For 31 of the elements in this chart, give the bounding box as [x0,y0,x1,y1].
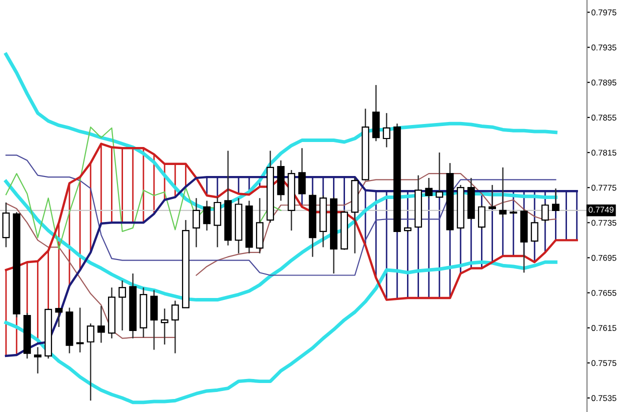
candlestick [160,308,168,346]
y-tick-label: 0.7695 [591,254,616,261]
candlestick [76,307,84,354]
candlestick [192,197,200,248]
candlestick [86,322,94,402]
y-tick-label: 0.7895 [591,80,616,86]
candlestick [203,200,211,232]
candlestick [171,300,179,354]
line-series [5,154,556,276]
y-tick-label: 0.7775 [591,184,616,191]
y-tick-label: 0.7735 [591,220,616,226]
y-tick-label: 0.7815 [591,150,616,156]
candlestick [118,280,126,332]
candlestick [55,307,63,328]
y-tick-label: 0.7535 [591,395,616,402]
y-tick-label: 0.7615 [591,325,616,331]
candlestick [425,177,433,199]
y-tick-label: 0.7935 [591,44,616,50]
y-tick-label: 0.7855 [591,114,616,121]
y-tick-label: 0.7575 [591,360,616,366]
ref-line-label: 0.7749 [588,206,614,213]
candlestick [224,150,232,246]
candlestick [150,290,158,350]
candlestick [382,112,390,148]
candlestick [288,169,296,232]
y-tick-label: 0.7655 [591,290,616,296]
y-tick-label: 0.7975 [591,9,616,16]
line-series [4,260,558,404]
candlestick [34,346,42,374]
candlestick [97,305,105,344]
candlestick [266,150,274,224]
